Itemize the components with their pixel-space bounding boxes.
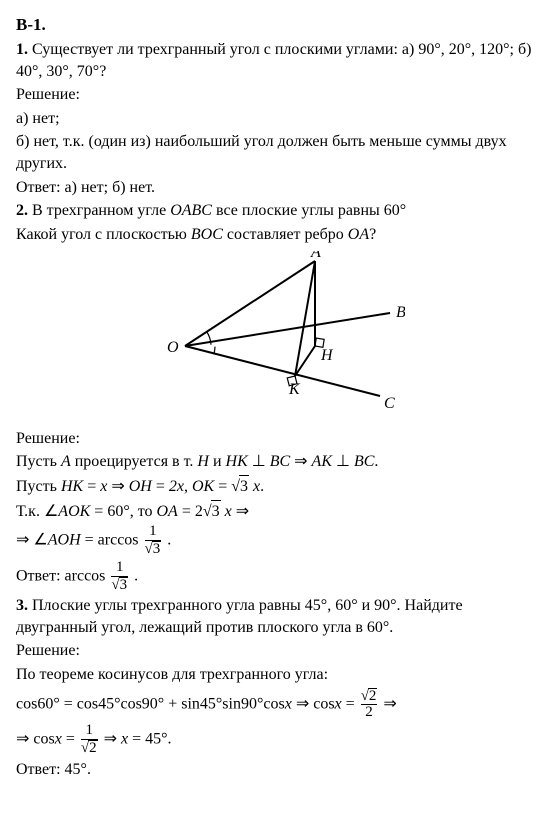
- svg-text:B: B: [396, 304, 405, 321]
- problem-1-a: а) нет;: [16, 108, 534, 130]
- variant-heading: В-1.: [16, 14, 534, 37]
- problem-3-step1: По теореме косинусов для трехгранного уг…: [16, 664, 534, 686]
- fraction: 1 √3: [145, 524, 162, 558]
- problem-2: 2. В трехгранном угле OABC все плоские у…: [16, 200, 534, 222]
- svg-text:O: O: [167, 339, 179, 356]
- problem-1-number: 1.: [16, 41, 28, 58]
- problem-3-text: Плоские углы трехгранного угла равны 45°…: [16, 597, 463, 636]
- problem-2-solution-label: Решение:: [16, 428, 534, 450]
- problem-1: 1. Существует ли трехгранный угол с плос…: [16, 39, 534, 82]
- svg-text:H: H: [320, 347, 334, 364]
- problem-3-answer: Ответ: 45°.: [16, 759, 534, 781]
- problem-2-number: 2.: [16, 202, 28, 219]
- problem-3: 3. Плоские углы трехгранного угла равны …: [16, 595, 534, 638]
- problem-3-solution-label: Решение:: [16, 640, 534, 662]
- problem-2-line2: Какой угол с плоскостью ВOC составляет р…: [16, 224, 534, 246]
- svg-text:A: A: [310, 251, 321, 261]
- problem-2-step2: Пусть HK = x ⇒ OH = 2x, OK = √3 x.: [16, 475, 534, 498]
- problem-1-solution-label: Решение:: [16, 84, 534, 106]
- problem-2-step1: Пусть A проецируется в т. H и HK ⊥ BC ⇒ …: [16, 451, 534, 473]
- problem-1-b: б) нет, т.к. (один из) наибольший угол д…: [16, 131, 534, 174]
- problem-3-step3: ⇒ cosx = 1 √2 ⇒ x = 45°.: [16, 723, 534, 757]
- svg-text:C: C: [384, 395, 395, 411]
- problem-1-text: Существует ли трехгранный угол с плоским…: [16, 41, 531, 80]
- problem-2-step4: ⇒ ∠AOH = arccos 1 √3 .: [16, 524, 534, 558]
- problem-1-answer: Ответ: а) нет; б) нет.: [16, 177, 534, 199]
- fraction: 1 √3: [111, 560, 128, 594]
- fraction: 1 √2: [81, 723, 98, 757]
- problem-2-answer: Ответ: arccos 1 √3 .: [16, 560, 534, 594]
- problem-3-step2: cos60° = cos45°cos90° + sin45°sin90°cosx…: [16, 688, 534, 722]
- diagram-svg: O A B C H K: [145, 251, 405, 411]
- geometry-diagram: O A B C H K: [16, 251, 534, 418]
- problem-3-number: 3.: [16, 597, 28, 614]
- svg-text:K: K: [288, 381, 301, 398]
- problem-2-step3: Т.к. ∠AOK = 60°, то OA = 2√3 x ⇒: [16, 500, 534, 523]
- fraction: √2 2: [361, 688, 378, 722]
